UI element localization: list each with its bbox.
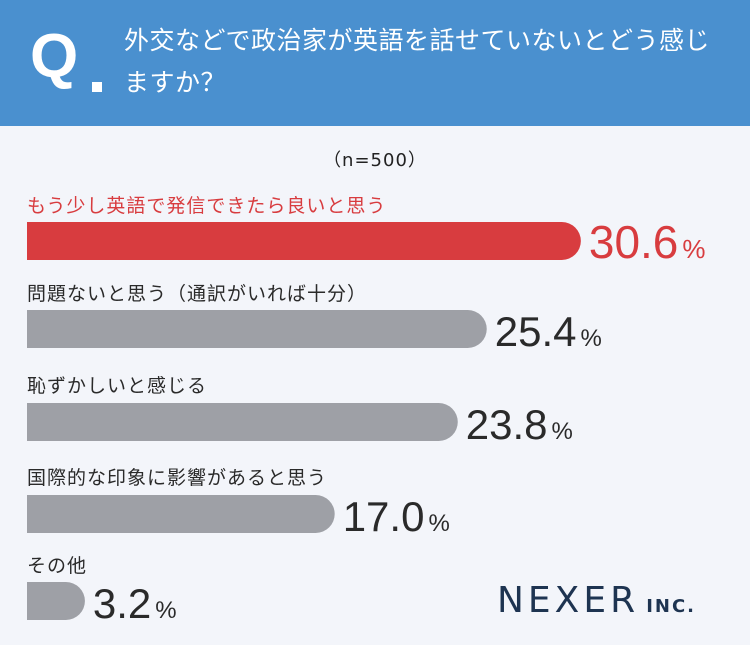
- category-label: 問題ないと思う（通訳がいれば十分）: [27, 283, 367, 305]
- q-dot: [92, 82, 102, 92]
- nexer-logo: NEXER INC.: [497, 583, 696, 619]
- bar: [27, 310, 487, 348]
- category-label: その他: [27, 555, 87, 577]
- question-text: 外交などで政治家が英語を話せていないとどう感じますか？: [124, 26, 711, 97]
- bar: [27, 222, 581, 260]
- category-label: 国際的な印象に影響があると思う: [27, 467, 327, 489]
- sample-size: （n=500）: [323, 150, 427, 171]
- value-label: 3.2%: [93, 580, 177, 627]
- value-label: 17.0%: [343, 493, 450, 540]
- bar: [27, 403, 458, 441]
- category-label: もう少し英語で発信できたら良いと思う: [27, 195, 386, 217]
- value-label: 25.4%: [495, 308, 602, 355]
- value-label: 23.8%: [466, 401, 573, 448]
- logo-sub-text: INC.: [646, 596, 697, 617]
- bar: [27, 582, 85, 620]
- value-label: 30.6%: [589, 216, 706, 268]
- category-label: 恥ずかしいと感じる: [27, 375, 207, 397]
- logo-main-text: NEXER: [497, 580, 640, 621]
- q-mark: Q: [30, 22, 79, 91]
- bar: [27, 495, 335, 533]
- question-header: Q 外交などで政治家が英語を話せていないとどう感じますか？: [0, 0, 750, 126]
